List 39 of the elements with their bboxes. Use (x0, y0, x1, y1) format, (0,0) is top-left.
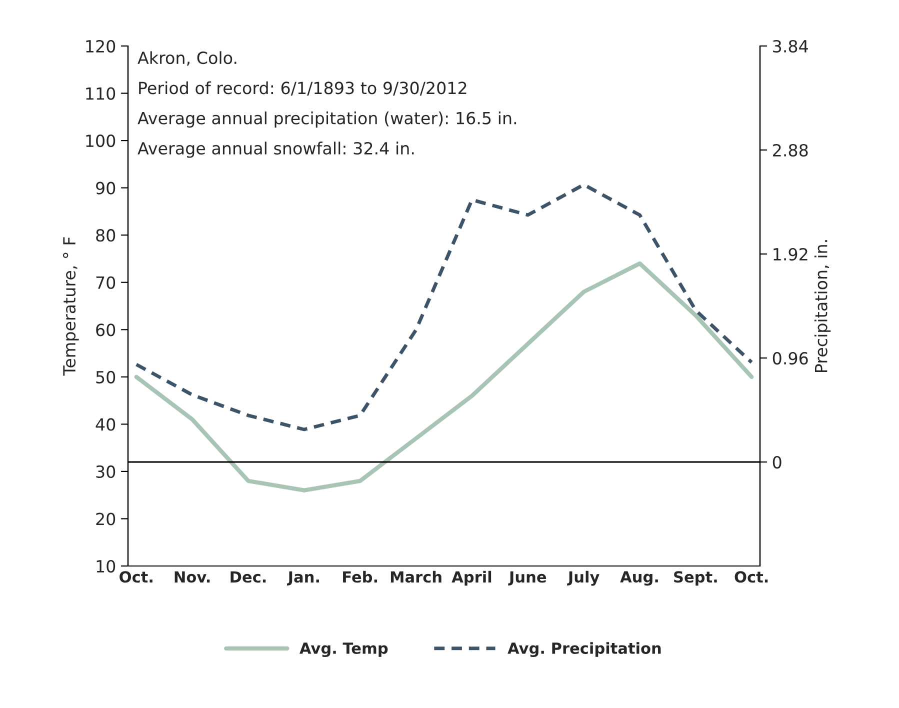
annotation: Average annual precipitation (water): 16.5 in. (138, 112, 516, 128)
line-series (134, 182, 754, 432)
annotation: Average annual snowfall: 32.4 in. (138, 142, 414, 158)
x-tick-label: Oct. (734, 571, 768, 583)
y-tick-label: 30 (96, 465, 116, 478)
x-tick-label: Dec. (230, 571, 266, 583)
y-tick-label: 70 (96, 276, 116, 289)
line-series (134, 261, 754, 492)
y2-tick-label: 0.96 (772, 352, 808, 365)
y-axis-title: Temperature, ° F (62, 237, 79, 376)
legend-label: Avg. Temp (300, 642, 388, 658)
x-tick-label: Sept. (674, 571, 717, 586)
y2-tick-label: 2.88 (773, 144, 808, 157)
y2-tick-label: 3.84 (773, 40, 808, 53)
y2-axis-title: Precipitation, in. (814, 240, 831, 372)
annotation: Period of record: 6/1/1893 to 9/30/2012 (139, 81, 466, 96)
y-tick-label: 120 (86, 40, 116, 53)
y-tick-label: 50 (96, 370, 116, 384)
y-tick-label: 60 (96, 324, 116, 336)
x-tick-label: Feb. (343, 570, 378, 583)
legend-label: Avg. Precipitation (508, 642, 661, 658)
x-tick-label: Oct. (120, 571, 152, 583)
y2-tick-label: 1.92 (774, 248, 808, 261)
y-tick-label: 40 (96, 418, 116, 431)
x-tick-label: June (508, 571, 546, 586)
x-tick-label: March (390, 570, 442, 583)
y2-tick-label: 0 (772, 456, 782, 469)
x-tick-label: April (452, 570, 492, 586)
x-tick-label: Aug. (620, 571, 658, 586)
y-tick-label: 10 (96, 560, 116, 573)
x-tick-label: Nov. (174, 571, 210, 583)
x-tick-label: Jan. (286, 571, 319, 586)
y-tick-label: 20 (96, 512, 116, 526)
y-tick-label: 80 (96, 229, 116, 242)
y-tick-label: 100 (86, 134, 116, 148)
y-tick-label: 90 (96, 182, 116, 194)
y-tick-label: 110 (86, 87, 116, 100)
x-tick-label: July (567, 570, 600, 586)
annotation: Akron, Colo. (138, 51, 236, 66)
